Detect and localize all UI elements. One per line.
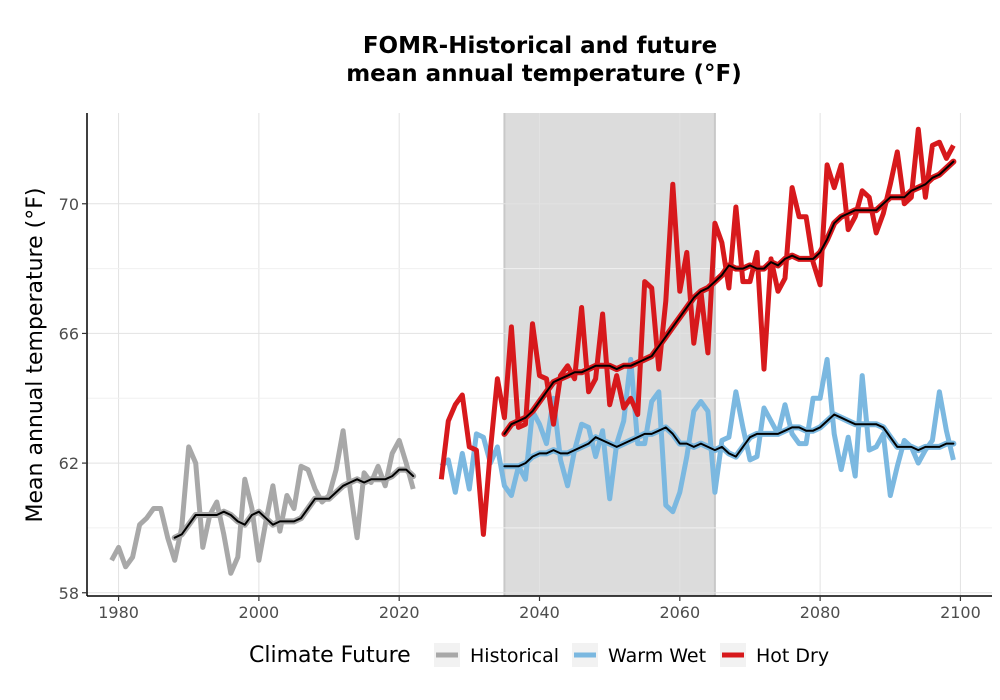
x-tick-label: 2080 bbox=[800, 603, 841, 622]
series-line-warm-wet bbox=[439, 356, 956, 515]
legend-title: Climate Future bbox=[249, 643, 411, 668]
series-line-historical-rolling-mean bbox=[173, 468, 415, 539]
legend-label: Historical bbox=[470, 645, 559, 667]
chart-title: FOMR-Historical and future bbox=[363, 33, 717, 59]
chart-subtitle: mean annual temperature (°F) bbox=[346, 61, 742, 87]
series-line-hot-dry bbox=[438, 126, 956, 537]
y-tick-label: 58 bbox=[59, 584, 79, 603]
series-lines bbox=[109, 126, 957, 576]
y-axis-title: Mean annual temperature (°F) bbox=[23, 188, 48, 523]
x-tick-label: 2000 bbox=[239, 603, 280, 622]
legend-item-warm-wet: Warm Wet bbox=[572, 643, 706, 667]
y-tick-label: 62 bbox=[59, 454, 79, 473]
legend-item-historical: Historical bbox=[434, 643, 559, 667]
legend-label: Warm Wet bbox=[608, 645, 706, 667]
series-line-historical bbox=[109, 428, 416, 576]
tick-labels: 1980 2000 2020 2040 2060 2080 2100 58 62 66 70 bbox=[59, 195, 981, 622]
x-tick-label: 2020 bbox=[379, 603, 420, 622]
y-tick-label: 70 bbox=[59, 195, 79, 214]
x-tick-label: 2100 bbox=[940, 603, 981, 622]
legend-label: Hot Dry bbox=[756, 645, 829, 667]
axes bbox=[82, 113, 992, 601]
legend: Climate Future Historical Warm Wet Hot Dry bbox=[249, 643, 829, 668]
x-tick-label: 1980 bbox=[98, 603, 139, 622]
series-line-warm-wet-rolling-mean bbox=[503, 413, 955, 468]
x-tick-label: 2060 bbox=[659, 603, 700, 622]
series-line-hot-dry-rolling-mean bbox=[503, 160, 955, 435]
x-tick-label: 2040 bbox=[519, 603, 560, 622]
legend-item-hot-dry: Hot Dry bbox=[720, 643, 829, 667]
y-tick-label: 66 bbox=[59, 324, 79, 343]
